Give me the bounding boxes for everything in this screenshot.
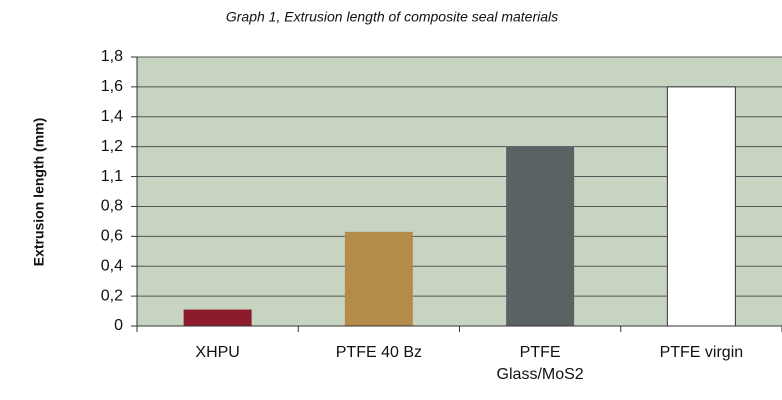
y-tick-label: 1,8: [101, 48, 123, 65]
bar: [666, 86, 736, 327]
y-tick-label: 1,6: [101, 78, 123, 95]
y-tick-label: 1,2: [101, 138, 123, 155]
x-tick-label: PTFE virgin: [659, 344, 744, 361]
bar: [344, 231, 413, 326]
x-tick-label: XHPU: [195, 344, 240, 361]
y-tick-label: 0: [114, 317, 123, 334]
y-tick-label: 0,8: [101, 198, 123, 215]
y-axis-label: Extrusion length (mm): [31, 118, 47, 267]
y-tick-label: 0,2: [101, 287, 123, 304]
y-tick-label: 0,4: [101, 257, 123, 274]
x-tick-label: PTFE 40 Bz: [335, 344, 422, 361]
y-tick-label: 0,6: [101, 228, 123, 245]
x-tick-label: PTFE Glass/MoS2: [496, 344, 584, 383]
y-tick-label: 1,4: [101, 108, 123, 125]
bar: [506, 146, 575, 326]
y-tick-label: 1,1: [101, 168, 123, 185]
bar: [183, 309, 252, 326]
chart-title: Graph 1, Extrusion length of composite s…: [226, 9, 558, 25]
